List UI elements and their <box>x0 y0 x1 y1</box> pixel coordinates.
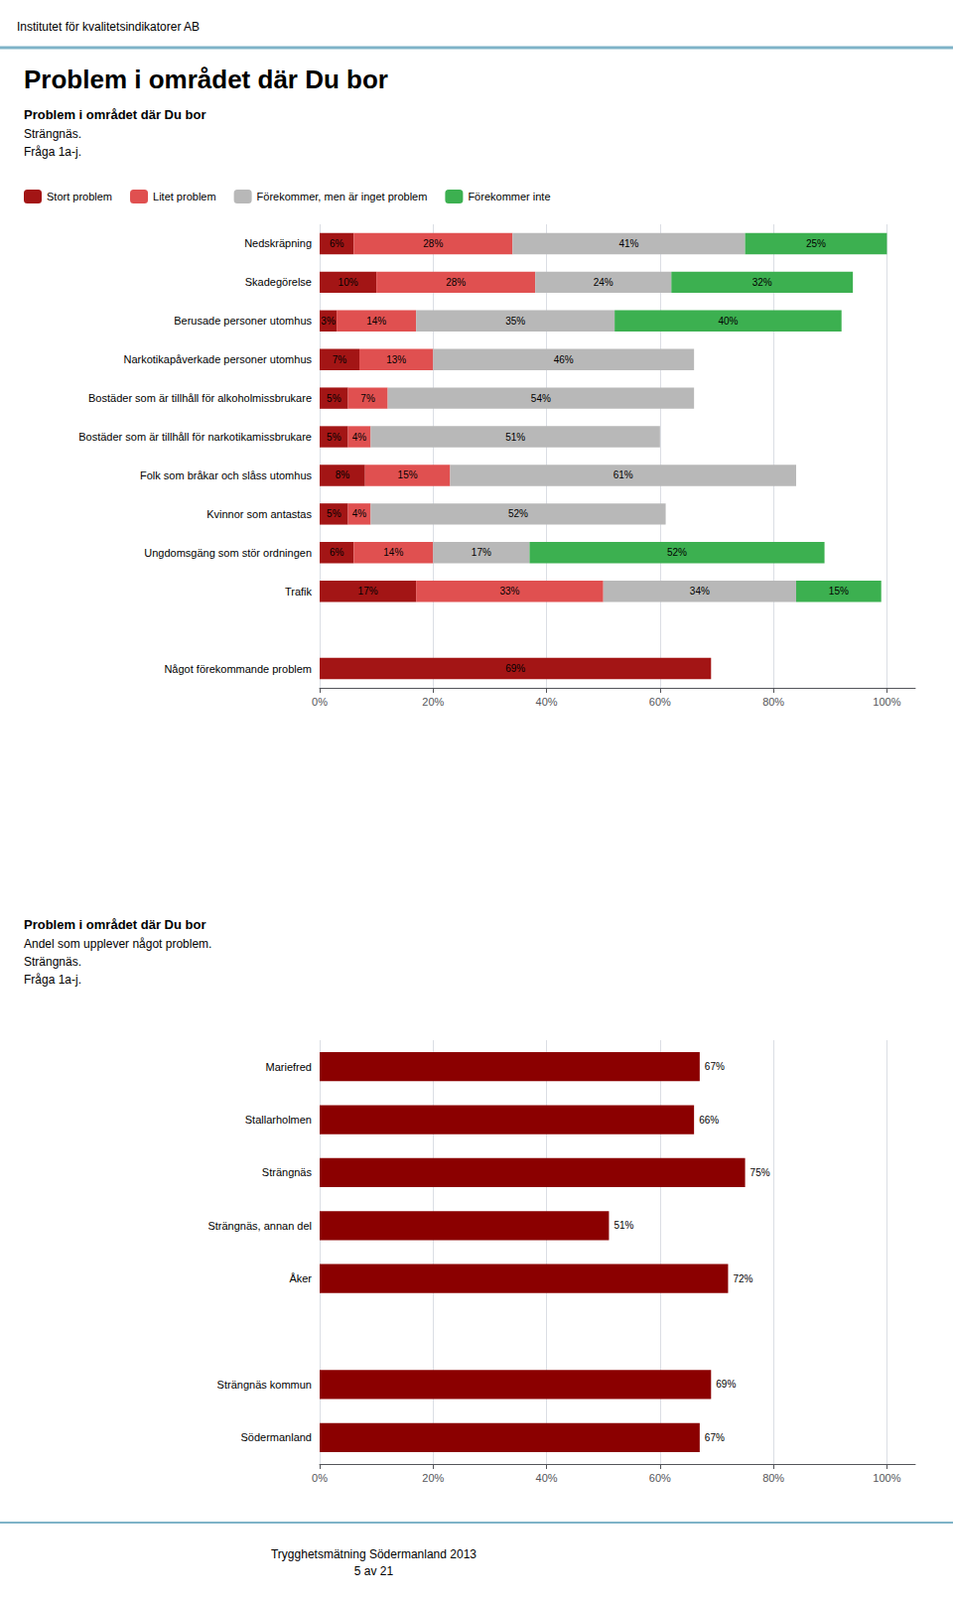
svg-text:25%: 25% <box>806 238 826 250</box>
svg-text:Nedskräpning: Nedskräpning <box>244 237 312 250</box>
svg-text:52%: 52% <box>508 508 529 520</box>
svg-text:Fråga 1a-j.: Fråga 1a-j. <box>23 972 82 987</box>
svg-text:46%: 46% <box>553 354 574 366</box>
svg-text:69%: 69% <box>715 1378 736 1390</box>
svg-text:80%: 80% <box>762 1472 785 1485</box>
svg-text:15%: 15% <box>828 585 849 597</box>
svg-text:Strängnäs.: Strängnäs. <box>23 127 82 141</box>
svg-text:Kvinnor som antastas: Kvinnor som antastas <box>206 508 312 521</box>
svg-text:Fråga 1a-j.: Fråga 1a-j. <box>23 144 82 159</box>
svg-text:17%: 17% <box>358 585 379 597</box>
svg-text:40%: 40% <box>536 695 558 708</box>
svg-text:75%: 75% <box>750 1167 771 1179</box>
svg-text:72%: 72% <box>732 1273 753 1285</box>
svg-text:6%: 6% <box>329 238 345 250</box>
svg-text:Strängnäs kommun: Strängnäs kommun <box>217 1378 312 1391</box>
svg-text:13%: 13% <box>386 354 407 366</box>
svg-text:54%: 54% <box>531 393 551 405</box>
svg-text:8%: 8% <box>335 469 351 481</box>
svg-text:4%: 4% <box>352 508 368 520</box>
svg-text:14%: 14% <box>383 546 404 558</box>
svg-text:100%: 100% <box>872 695 901 708</box>
svg-text:66%: 66% <box>698 1114 719 1126</box>
svg-text:61%: 61% <box>613 469 634 481</box>
svg-text:28%: 28% <box>445 276 466 288</box>
svg-text:Ungdomsgäng som stör ordningen: Ungdomsgäng som stör ordningen <box>143 546 312 559</box>
svg-text:5%: 5% <box>326 393 342 405</box>
svg-text:Strängnäs: Strängnäs <box>262 1166 313 1179</box>
svg-text:Södermanland: Södermanland <box>240 1431 312 1444</box>
svg-text:33%: 33% <box>499 585 520 597</box>
svg-text:Problem i området där Du bor: Problem i området där Du bor <box>23 107 206 123</box>
svg-text:Förekommer, men är inget probl: Förekommer, men är inget problem <box>257 190 428 203</box>
svg-text:Bostäder som är tillhåll för n: Bostäder som är tillhåll för narkotikami… <box>78 430 312 443</box>
svg-text:14%: 14% <box>366 315 387 327</box>
svg-text:20%: 20% <box>421 695 444 708</box>
svg-text:100%: 100% <box>872 1472 901 1485</box>
svg-text:Stallarholmen: Stallarholmen <box>245 1113 312 1126</box>
svg-text:80%: 80% <box>762 695 785 708</box>
svg-text:28%: 28% <box>422 238 443 250</box>
svg-text:51%: 51% <box>613 1220 634 1231</box>
svg-text:Problem i området där Du bor: Problem i området där Du bor <box>23 64 389 95</box>
svg-text:67%: 67% <box>704 1432 725 1444</box>
svg-text:3%: 3% <box>320 315 336 327</box>
svg-text:Förekommer inte: Förekommer inte <box>467 190 550 203</box>
svg-text:7%: 7% <box>360 393 376 405</box>
svg-text:Andel som upplever något probl: Andel som upplever något problem. <box>23 937 212 952</box>
svg-text:Narkotikapåverkade personer ut: Narkotikapåverkade personer utomhus <box>123 353 312 366</box>
svg-text:60%: 60% <box>649 1472 672 1485</box>
svg-text:Berusade personer utomhus: Berusade personer utomhus <box>173 314 312 327</box>
svg-text:Mariefred: Mariefred <box>266 1061 312 1074</box>
svg-text:60%: 60% <box>649 695 672 708</box>
svg-text:Strängnäs, annan del: Strängnäs, annan del <box>207 1220 312 1232</box>
svg-text:Åker: Åker <box>288 1272 312 1285</box>
svg-text:35%: 35% <box>505 315 526 327</box>
svg-text:Trafik: Trafik <box>284 585 313 598</box>
svg-text:52%: 52% <box>667 546 687 558</box>
svg-text:17%: 17% <box>471 546 492 558</box>
svg-text:40%: 40% <box>717 315 738 327</box>
svg-text:5%: 5% <box>326 508 342 520</box>
svg-text:10%: 10% <box>338 276 359 288</box>
svg-text:Litet problem: Litet problem <box>152 190 217 203</box>
svg-text:0%: 0% <box>311 695 328 708</box>
svg-text:Trygghetsmätning Södermanland: Trygghetsmätning Södermanland 2013 <box>271 1547 477 1562</box>
svg-text:41%: 41% <box>618 238 639 250</box>
svg-text:7%: 7% <box>332 354 348 366</box>
svg-text:Strängnäs.: Strängnäs. <box>23 954 82 969</box>
svg-text:20%: 20% <box>421 1472 444 1485</box>
svg-text:67%: 67% <box>704 1061 725 1073</box>
svg-text:24%: 24% <box>593 276 614 288</box>
svg-text:Institutet för kvalitetsindika: Institutet för kvalitetsindikatorer AB <box>16 19 200 34</box>
svg-text:32%: 32% <box>752 276 773 288</box>
svg-text:6%: 6% <box>329 546 345 558</box>
svg-text:40%: 40% <box>536 1472 558 1485</box>
svg-text:Folk som bråkar och slåss utom: Folk som bråkar och slåss utomhus <box>139 469 313 482</box>
svg-text:5 av 21: 5 av 21 <box>354 1564 395 1579</box>
svg-text:0%: 0% <box>311 1472 328 1485</box>
svg-text:Bostäder som är tillhåll för a: Bostäder som är tillhåll för alkoholmiss… <box>88 392 312 405</box>
svg-text:Problem i området där Du bor: Problem i området där Du bor <box>23 917 206 933</box>
svg-text:Stort problem: Stort problem <box>46 190 113 203</box>
svg-text:34%: 34% <box>689 585 710 597</box>
svg-text:69%: 69% <box>505 663 526 675</box>
svg-text:51%: 51% <box>505 431 526 443</box>
svg-text:Skadegörelse: Skadegörelse <box>245 275 312 288</box>
svg-text:15%: 15% <box>398 469 418 481</box>
svg-text:5%: 5% <box>326 431 342 443</box>
svg-text:Något förekommande problem: Något förekommande problem <box>163 663 312 676</box>
svg-text:4%: 4% <box>352 431 368 443</box>
